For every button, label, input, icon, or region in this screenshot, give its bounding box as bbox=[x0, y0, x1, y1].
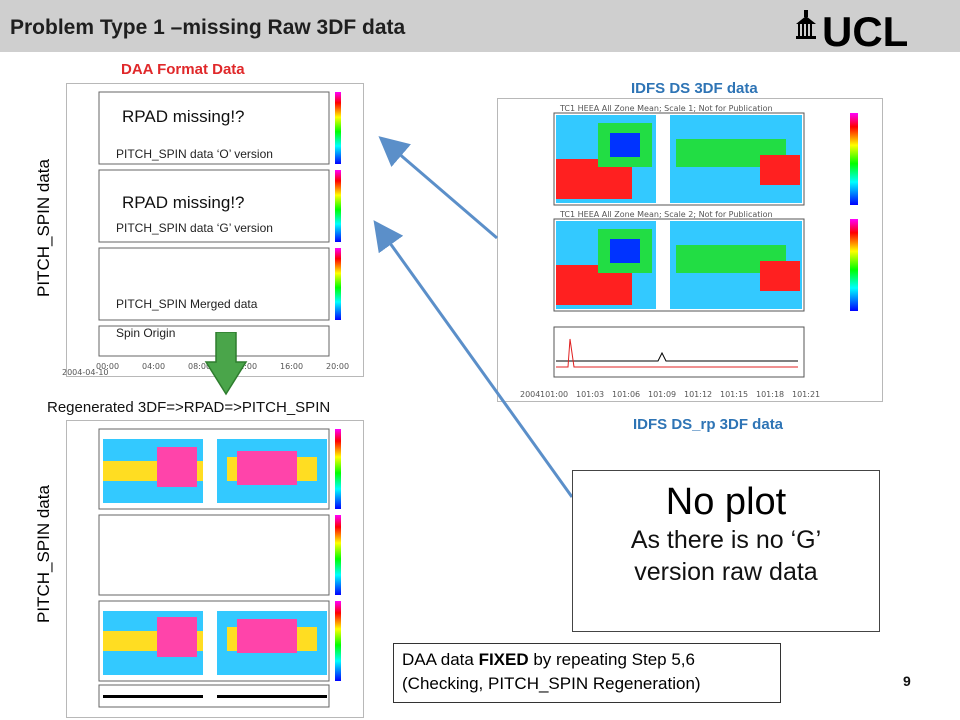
top-x-tick: 00:00 bbox=[96, 362, 120, 371]
top-plot-date: 2004-04-10 bbox=[62, 368, 109, 377]
green-down-arrow bbox=[204, 332, 248, 396]
right-x-tick: 101:09 bbox=[648, 390, 677, 399]
daa-plot-top bbox=[66, 83, 364, 377]
daa-format-label: DAA Format Data bbox=[121, 61, 245, 78]
slide-title: Problem Type 1 –missing Raw 3DF data bbox=[10, 16, 406, 39]
right-x-tick: 101:21 bbox=[792, 390, 821, 399]
no-plot-line2: version raw data bbox=[634, 558, 818, 586]
daa-plot-top-graphic bbox=[67, 84, 363, 376]
fixed-note-post: by repeating Step 5,6 bbox=[528, 650, 695, 669]
idfs-ds-plot bbox=[497, 98, 883, 402]
regenerated-plot bbox=[66, 420, 364, 718]
top-x-tick: 12:00 bbox=[234, 362, 258, 371]
regenerated-label: Regenerated 3DF=>RPAD=>PITCH_SPIN bbox=[47, 399, 331, 416]
rpad-missing-2: RPAD missing!? bbox=[122, 193, 245, 212]
fixed-note-bold: FIXED bbox=[478, 650, 529, 669]
g-version-caption: PITCH_SPIN data ‘G’ version bbox=[116, 221, 273, 235]
fixed-note-line1: DAA data FIXED by repeating Step 5,6 bbox=[402, 648, 772, 672]
top-x-tick: 08:00 bbox=[188, 362, 212, 371]
right-plot-title-2: TC1 HEEA All Zone Mean; Scale 2; Not for… bbox=[560, 210, 773, 219]
page-number: 9 bbox=[903, 673, 911, 689]
top-x-tick: 04:00 bbox=[142, 362, 166, 371]
fixed-note-pre: DAA data bbox=[402, 650, 479, 669]
no-plot-title: No plot bbox=[665, 481, 787, 523]
right-plot-title-1: TC1 HEEA All Zone Mean; Scale 1; Not for… bbox=[560, 104, 773, 113]
merged-caption: PITCH_SPIN Merged data bbox=[116, 297, 258, 311]
top-x-tick: 20:00 bbox=[326, 362, 350, 371]
right-x-tick: 101:18 bbox=[756, 390, 785, 399]
idfs-ds-plot-graphic bbox=[498, 99, 882, 401]
no-plot-line1: As there is no ‘G’ bbox=[630, 526, 822, 554]
fixed-note-line2: (Checking, PITCH_SPIN Regeneration) bbox=[402, 674, 701, 693]
right-x-tick: 101:03 bbox=[576, 390, 605, 399]
spin-origin-caption: Spin Origin bbox=[116, 326, 176, 340]
right-x-tick: 101:15 bbox=[720, 390, 749, 399]
fixed-note-box: DAA data FIXED by repeating Step 5,6 (Ch… bbox=[393, 643, 781, 703]
right-x-tick: 101:06 bbox=[612, 390, 641, 399]
top-x-tick: 16:00 bbox=[280, 362, 304, 371]
idfs-ds-rp-label: IDFS DS_rp 3DF data bbox=[633, 416, 784, 433]
regenerated-plot-graphic bbox=[67, 421, 363, 717]
no-plot-box: No plot As there is no ‘G’ version raw d… bbox=[572, 470, 880, 632]
right-x-tick: 101:00 bbox=[540, 390, 569, 399]
idfs-ds-label: IDFS DS 3DF data bbox=[631, 80, 758, 97]
right-plot-year: 2004 bbox=[520, 390, 541, 399]
svg-text:UCL: UCL bbox=[822, 8, 908, 50]
o-version-caption: PITCH_SPIN data ‘O’ version bbox=[116, 147, 273, 161]
rpad-missing-1: RPAD missing!? bbox=[122, 107, 245, 126]
right-x-tick: 101:12 bbox=[684, 390, 713, 399]
